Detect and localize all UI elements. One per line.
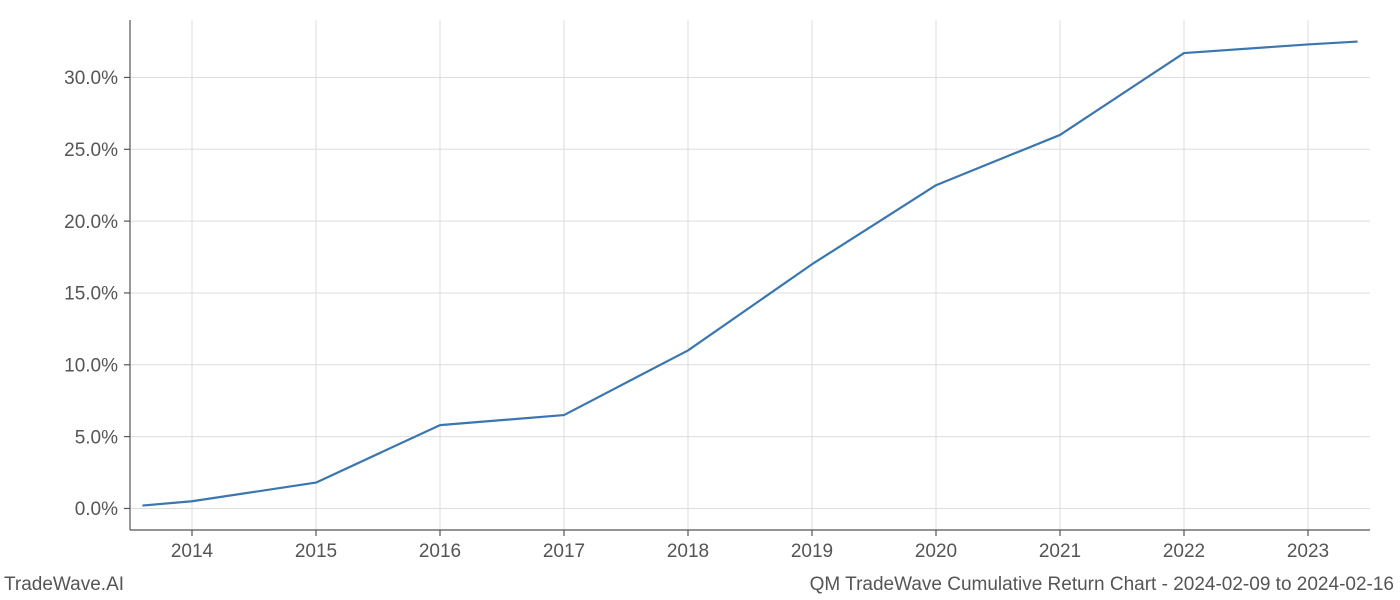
footer-right-text: QM TradeWave Cumulative Return Chart - 2… <box>810 574 1394 596</box>
y-tick-label: 5.0% <box>75 427 118 448</box>
x-tick-label: 2014 <box>171 541 214 562</box>
chart-container: 2014 2015 2016 2017 2018 2019 2020 2021 2022 2023… <box>0 0 1400 600</box>
y-tick-label: 0.0% <box>75 499 118 520</box>
x-tick-label: 2017 <box>543 541 585 562</box>
x-tick-label: 2019 <box>791 541 833 562</box>
y-tick-label: 20.0% <box>64 212 118 233</box>
x-tick-label: 2021 <box>1039 541 1081 562</box>
y-tick-label: 15.0% <box>64 284 118 305</box>
y-tick-label: 25.0% <box>64 140 118 161</box>
x-tick-label: 2023 <box>1287 541 1329 562</box>
x-tick-label: 2022 <box>1163 541 1205 562</box>
y-tick-label: 10.0% <box>64 355 118 376</box>
x-tick-label: 2016 <box>419 541 461 562</box>
footer-left-text: TradeWave.AI <box>4 574 124 596</box>
x-tick-label: 2020 <box>915 541 957 562</box>
x-tick-label: 2018 <box>667 541 709 562</box>
x-tick-label: 2015 <box>295 541 337 562</box>
line-chart: 2014 2015 2016 2017 2018 2019 2020 2021 2022 2023… <box>0 0 1400 600</box>
y-tick-label: 30.0% <box>64 68 118 89</box>
